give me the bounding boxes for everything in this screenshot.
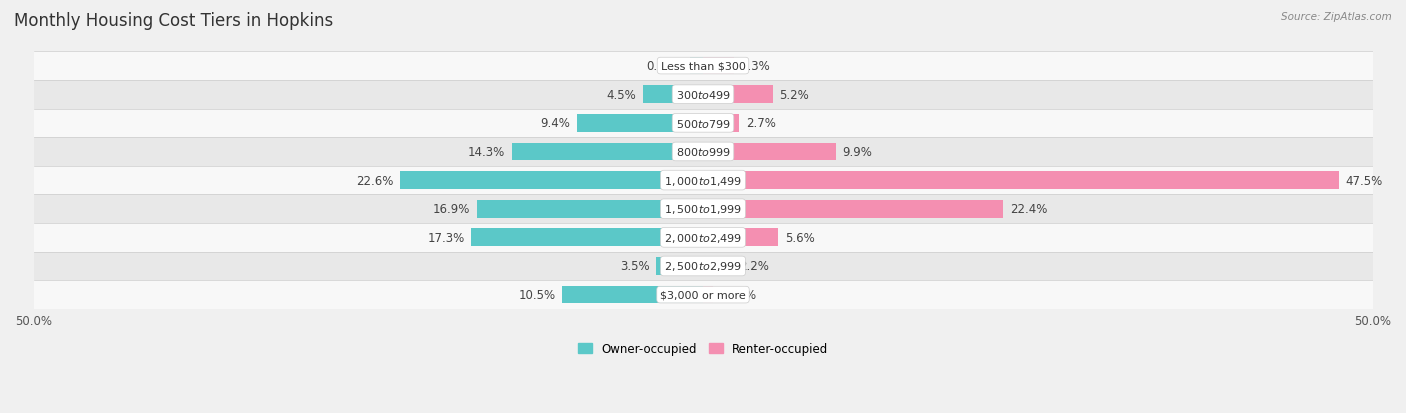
Text: 10.5%: 10.5%: [519, 288, 555, 301]
Text: $1,000 to $1,499: $1,000 to $1,499: [664, 174, 742, 187]
Text: 4.5%: 4.5%: [606, 88, 636, 102]
Bar: [703, 229, 778, 247]
Bar: [34, 166, 1372, 195]
Text: 2.3%: 2.3%: [741, 60, 770, 73]
Text: 9.4%: 9.4%: [540, 117, 571, 130]
Text: 5.2%: 5.2%: [779, 88, 808, 102]
Text: $800 to $999: $800 to $999: [675, 146, 731, 158]
Bar: [657, 257, 703, 275]
Bar: [690, 57, 703, 75]
Bar: [703, 57, 734, 75]
Text: $2,500 to $2,999: $2,500 to $2,999: [664, 260, 742, 273]
Bar: [34, 252, 1372, 280]
Bar: [643, 86, 703, 104]
Text: 22.4%: 22.4%: [1010, 203, 1047, 216]
Text: $2,000 to $2,499: $2,000 to $2,499: [664, 231, 742, 244]
Text: 2.7%: 2.7%: [745, 117, 776, 130]
Text: 0.99%: 0.99%: [645, 60, 683, 73]
Text: 2.2%: 2.2%: [740, 260, 769, 273]
Text: 17.3%: 17.3%: [427, 231, 464, 244]
Text: 0.75%: 0.75%: [720, 288, 756, 301]
Bar: [34, 109, 1372, 138]
Text: Less than $300: Less than $300: [661, 62, 745, 71]
Legend: Owner-occupied, Renter-occupied: Owner-occupied, Renter-occupied: [572, 337, 834, 360]
Bar: [401, 172, 703, 190]
Bar: [703, 257, 733, 275]
Text: 47.5%: 47.5%: [1346, 174, 1384, 187]
Bar: [34, 52, 1372, 81]
Text: $500 to $799: $500 to $799: [675, 118, 731, 130]
Bar: [34, 195, 1372, 223]
Text: Monthly Housing Cost Tiers in Hopkins: Monthly Housing Cost Tiers in Hopkins: [14, 12, 333, 30]
Text: Source: ZipAtlas.com: Source: ZipAtlas.com: [1281, 12, 1392, 22]
Bar: [471, 229, 703, 247]
Bar: [703, 200, 1002, 218]
Bar: [703, 86, 773, 104]
Bar: [34, 138, 1372, 166]
Bar: [703, 143, 835, 161]
Bar: [34, 223, 1372, 252]
Bar: [703, 286, 713, 304]
Bar: [34, 280, 1372, 309]
Text: 9.9%: 9.9%: [842, 146, 872, 159]
Bar: [703, 115, 740, 133]
Bar: [703, 172, 1339, 190]
Text: 14.3%: 14.3%: [468, 146, 505, 159]
Text: 22.6%: 22.6%: [356, 174, 394, 187]
Bar: [34, 81, 1372, 109]
Bar: [562, 286, 703, 304]
Text: $3,000 or more: $3,000 or more: [661, 290, 745, 300]
Text: 5.6%: 5.6%: [785, 231, 814, 244]
Text: $300 to $499: $300 to $499: [675, 89, 731, 101]
Bar: [477, 200, 703, 218]
Bar: [576, 115, 703, 133]
Text: $1,500 to $1,999: $1,500 to $1,999: [664, 203, 742, 216]
Text: 16.9%: 16.9%: [433, 203, 470, 216]
Text: 3.5%: 3.5%: [620, 260, 650, 273]
Bar: [512, 143, 703, 161]
